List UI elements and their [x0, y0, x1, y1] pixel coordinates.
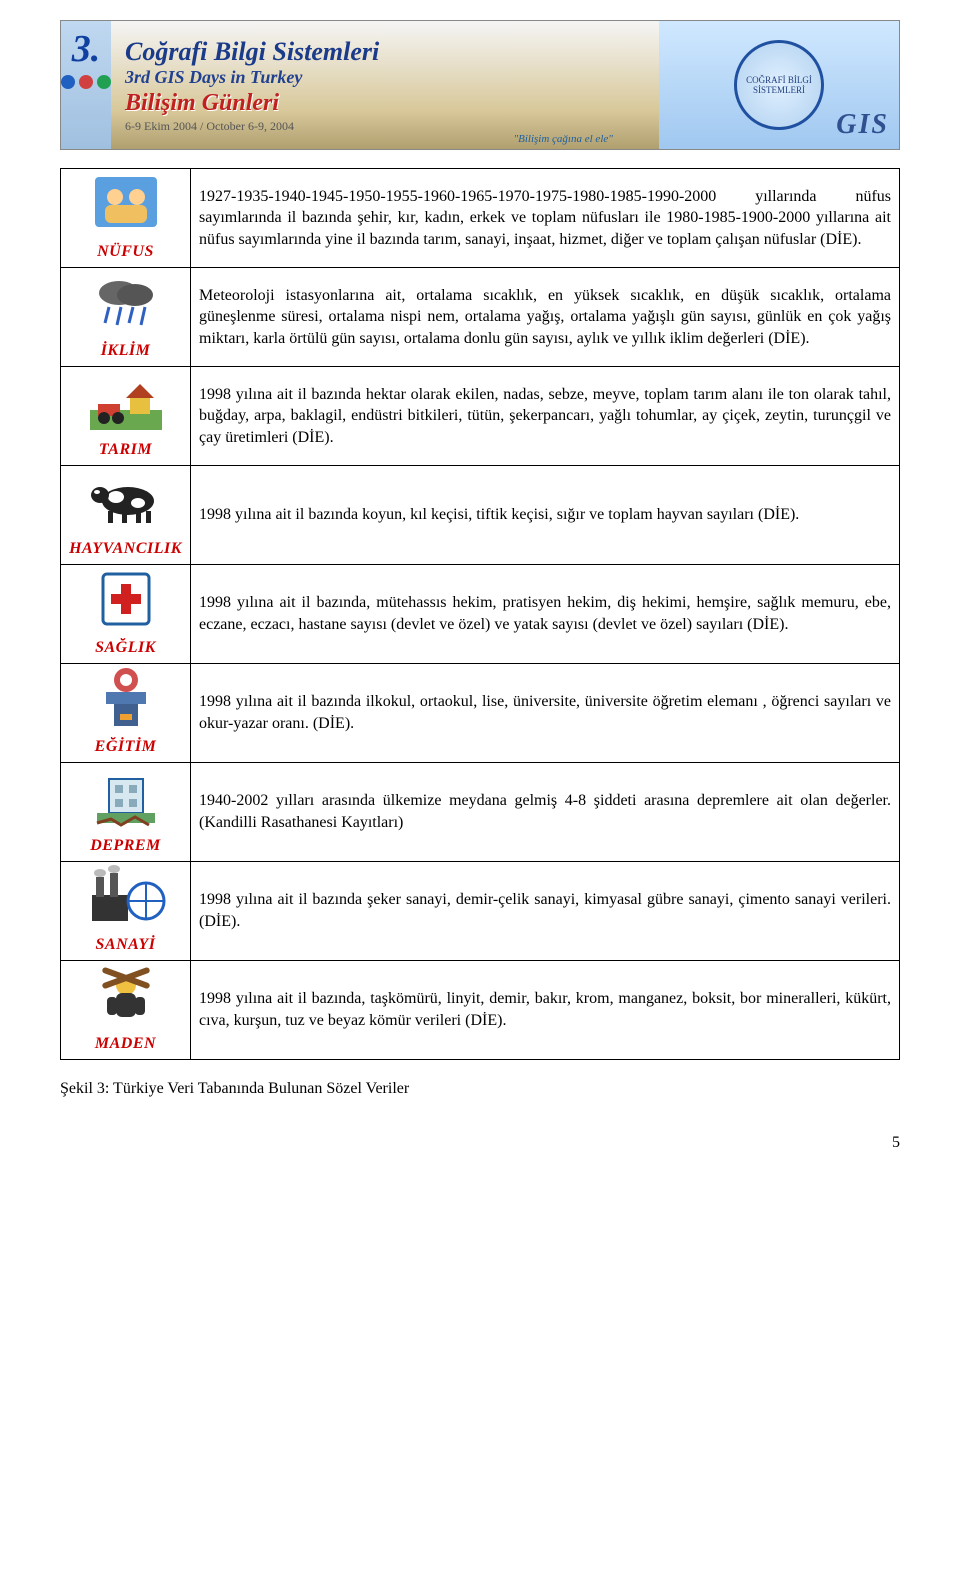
category-label: EĞİTİM: [95, 738, 157, 756]
cow-icon: [86, 472, 166, 536]
category-description: 1940-2002 yılları arasında ülkemize meyd…: [191, 763, 900, 862]
category-description: Meteoroloji istasyonlarına ait, ortalama…: [191, 268, 900, 367]
edu-icon: [86, 670, 166, 734]
page-number: 5: [60, 1134, 900, 1152]
category-description: 1998 yılına ait il bazında koyun, kıl ke…: [191, 466, 900, 565]
banner-subtitle: 3rd GIS Days in Turkey: [125, 67, 649, 88]
banner-date: 6-9 Ekim 2004 / October 6-9, 2004: [125, 119, 649, 134]
table-row: EĞİTİM 1998 yılına ait il bazında ilkokul…: [61, 664, 900, 763]
people-icon: [86, 175, 166, 239]
banner-circles: [61, 75, 111, 89]
category-description: 1927-1935-1940-1945-1950-1955-1960-1965-…: [191, 169, 900, 268]
category-description: 1998 yılına ait il bazında, taşkömürü, l…: [191, 961, 900, 1060]
data-table: NÜFUS 1927-1935-1940-1945-1950-1955-1960-…: [60, 168, 900, 1060]
cloud-icon: [86, 274, 166, 338]
banner-right: COĞRAFİ BİLGİ SİSTEMLERİ GIS: [659, 21, 899, 149]
table-row: TARIM 1998 yılına ait il bazında hektar o…: [61, 367, 900, 466]
category-label: SANAYİ: [96, 936, 156, 954]
table-row: SANAYİ 1998 yılına ait il bazında şeker s…: [61, 862, 900, 961]
category-cell: MADEN: [61, 961, 191, 1060]
quake-icon: [86, 769, 166, 833]
category-cell: EĞİTİM: [61, 664, 191, 763]
table-row: SAĞLIK 1998 yılına ait il bazında, müteha…: [61, 565, 900, 664]
category-description: 1998 yılına ait il bazında şeker sanayi,…: [191, 862, 900, 961]
category-label: MADEN: [95, 1035, 156, 1053]
category-cell: SANAYİ: [61, 862, 191, 961]
table-row: İKLİM Meteoroloji istasyonlarına ait, ort…: [61, 268, 900, 367]
banner-gis-text: GIS: [836, 109, 889, 141]
header-banner: 3. Coğrafi Bilgi Sistemleri 3rd GIS Days…: [60, 20, 900, 150]
banner-stamp: COĞRAFİ BİLGİ SİSTEMLERİ: [734, 40, 824, 130]
mine-icon: [86, 967, 166, 1031]
category-label: İKLİM: [101, 342, 151, 360]
banner-middle: Coğrafi Bilgi Sistemleri 3rd GIS Days in…: [111, 21, 659, 149]
category-cell: HAYVANCILIK: [61, 466, 191, 565]
banner-slogan: "Bilişim çağına el ele": [514, 133, 613, 145]
banner-number: 3.: [72, 27, 101, 71]
figure-caption: Şekil 3: Türkiye Veri Tabanında Bulunan …: [60, 1080, 900, 1098]
category-description: 1998 yılına ait il bazında ilkokul, orta…: [191, 664, 900, 763]
category-cell: NÜFUS: [61, 169, 191, 268]
category-label: SAĞLIK: [95, 639, 156, 657]
category-cell: SAĞLIK: [61, 565, 191, 664]
table-row: DEPREM 1940-2002 yılları arasında ülkemiz…: [61, 763, 900, 862]
category-cell: TARIM: [61, 367, 191, 466]
category-label: TARIM: [99, 441, 152, 459]
category-label: DEPREM: [90, 837, 161, 855]
banner-left: 3.: [61, 21, 111, 149]
banner-bilisim: Bilişim Günleri: [125, 90, 649, 117]
farm-icon: [86, 373, 166, 437]
category-description: 1998 yılına ait il bazında, mütehassıs h…: [191, 565, 900, 664]
category-description: 1998 yılına ait il bazında hektar olarak…: [191, 367, 900, 466]
ind-icon: [86, 868, 166, 932]
banner-title: Coğrafi Bilgi Sistemleri: [125, 38, 649, 65]
table-row: NÜFUS 1927-1935-1940-1945-1950-1955-1960-…: [61, 169, 900, 268]
table-row: MADEN 1998 yılına ait il bazında, taşkömü…: [61, 961, 900, 1060]
health-icon: [86, 571, 166, 635]
category-label: HAYVANCILIK: [69, 540, 182, 558]
category-cell: DEPREM: [61, 763, 191, 862]
category-cell: İKLİM: [61, 268, 191, 367]
category-label: NÜFUS: [97, 243, 154, 261]
table-row: HAYVANCILIK 1998 yılına ait il bazında ko…: [61, 466, 900, 565]
